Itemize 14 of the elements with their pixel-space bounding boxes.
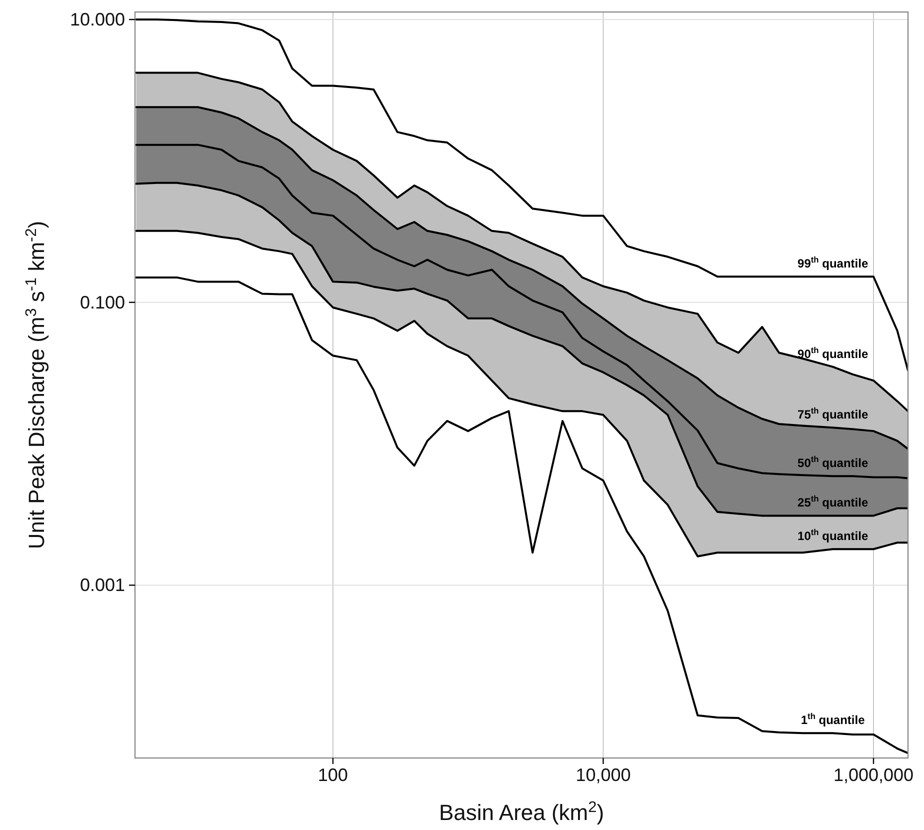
x-tick-label: 100: [318, 765, 348, 785]
series-label: 1$^{th}$ quantile: [800, 711, 866, 728]
series-label: 75$^{th}$ quantile: [798, 406, 868, 422]
series-label: 10$^{th}$ quantile: [798, 527, 868, 544]
x-axis-title: Basin Area (km$^{2}$): [438, 798, 604, 825]
x-tick-label: 1,000,000: [833, 765, 914, 785]
y-tick-label: 0.100: [80, 292, 125, 312]
y-tick-label: 0.001: [80, 575, 125, 596]
series-label: 90$^{th}$ quantile: [798, 344, 868, 361]
series-label: 99$^{th}$ quantile: [798, 254, 868, 271]
x-tick-label: 10,000: [576, 765, 631, 785]
series-label: 50$^{th}$ quantile: [798, 454, 868, 470]
series-label: 25$^{th}$ quantile: [798, 494, 868, 510]
y-tick-label: 10.000: [70, 10, 125, 30]
